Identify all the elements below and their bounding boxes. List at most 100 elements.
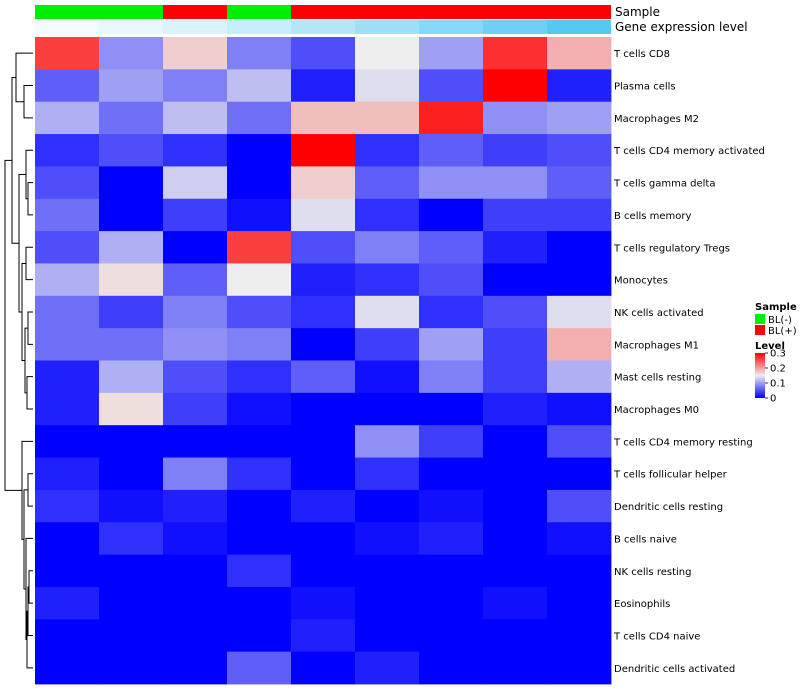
heatmap-cell bbox=[291, 101, 356, 135]
row-label: T cells CD4 memory resting bbox=[613, 437, 753, 448]
heatmap-cell bbox=[163, 295, 228, 329]
heatmap-cell bbox=[227, 263, 292, 297]
heatmap-cell bbox=[227, 522, 292, 555]
sample-annotation-cell bbox=[35, 5, 99, 19]
heatmap-cell bbox=[483, 457, 548, 491]
heatmap-cell bbox=[355, 37, 420, 70]
expression-annotation-cell bbox=[227, 20, 291, 34]
heatmap-cell bbox=[547, 328, 612, 361]
heatmap-cell bbox=[547, 37, 612, 70]
heatmap-cell bbox=[355, 651, 420, 685]
heatmap-cell bbox=[483, 392, 548, 426]
row-label: Macrophages M2 bbox=[614, 114, 699, 125]
heatmap-cell bbox=[163, 198, 228, 232]
heatmap-cell bbox=[419, 619, 484, 653]
legend-tick-label: 0.3 bbox=[770, 349, 786, 360]
heatmap-cell bbox=[483, 554, 548, 588]
row-label: T cells CD4 memory activated bbox=[613, 146, 765, 157]
heatmap-cell bbox=[35, 134, 100, 167]
heatmap-cell bbox=[291, 457, 356, 491]
heatmap-cell bbox=[419, 489, 484, 523]
heatmap-cell bbox=[163, 489, 228, 523]
heatmap-cell bbox=[291, 263, 356, 297]
heatmap-cell bbox=[227, 295, 292, 329]
heatmap-cell bbox=[355, 457, 420, 491]
heatmap-cell bbox=[547, 231, 612, 264]
heatmap-cell bbox=[35, 489, 100, 523]
heatmap-cell bbox=[99, 522, 164, 555]
heatmap-cell bbox=[355, 198, 420, 232]
row-label: B cells memory bbox=[614, 211, 691, 222]
heatmap-cell bbox=[35, 457, 100, 491]
heatmap-cell bbox=[99, 198, 164, 232]
heatmap-cell bbox=[99, 360, 164, 394]
heatmap-cell bbox=[547, 489, 612, 523]
row-labels: T cells CD8 Plasma cells Macrophages M2 T c… bbox=[613, 49, 765, 675]
heatmap-cell bbox=[227, 328, 292, 361]
heatmap-cell bbox=[227, 619, 292, 653]
heatmap-cell bbox=[355, 619, 420, 653]
heatmap-cell bbox=[99, 554, 164, 588]
heatmap-cell bbox=[483, 231, 548, 264]
row-label: Dendritic cells resting bbox=[614, 502, 723, 513]
heatmap-cell bbox=[99, 295, 164, 329]
heatmap-cell bbox=[483, 69, 548, 103]
sample-track-label: Sample bbox=[615, 5, 660, 19]
legend-tick-label: 0.2 bbox=[770, 364, 786, 375]
heatmap-cell bbox=[291, 554, 356, 588]
heatmap-cell bbox=[483, 425, 548, 458]
heatmap-cell bbox=[227, 651, 292, 685]
heatmap-cell bbox=[99, 166, 164, 200]
expression-track-label: Gene expression level bbox=[615, 20, 748, 34]
heatmap-cell bbox=[35, 198, 100, 232]
heatmap-cell bbox=[99, 457, 164, 491]
heatmap-cell bbox=[419, 69, 484, 103]
row-label: Plasma cells bbox=[614, 82, 676, 93]
row-label: T cells CD4 naive bbox=[613, 631, 700, 642]
heatmap-cell bbox=[291, 360, 356, 394]
heatmap-cell bbox=[547, 586, 612, 620]
heatmap-cell bbox=[547, 554, 612, 588]
expression-annotation-cell bbox=[163, 20, 227, 34]
sample-annotation-cell bbox=[99, 5, 163, 19]
heatmap-cell bbox=[419, 392, 484, 426]
sample-annotation-cell bbox=[483, 5, 547, 19]
expression-annotation-cell bbox=[35, 20, 99, 34]
sample-annotation-cell bbox=[547, 5, 611, 19]
heatmap-cell bbox=[483, 328, 548, 361]
heatmap-cell bbox=[291, 522, 356, 555]
heatmap-cell bbox=[99, 134, 164, 167]
heatmap-cell bbox=[547, 457, 612, 491]
heatmap-cell bbox=[227, 586, 292, 620]
heatmap-cell bbox=[163, 586, 228, 620]
heatmap-cell bbox=[35, 651, 100, 685]
heatmap-cell bbox=[355, 522, 420, 555]
heatmap-cell bbox=[99, 328, 164, 361]
heatmap-cell bbox=[227, 37, 292, 70]
expression-annotation-cell bbox=[291, 20, 355, 34]
heatmap-cell bbox=[291, 166, 356, 200]
heatmap-cell bbox=[419, 425, 484, 458]
heatmap-cell bbox=[163, 392, 228, 426]
heatmap-cell bbox=[227, 554, 292, 588]
heatmap-cell bbox=[227, 392, 292, 426]
heatmap-cell bbox=[163, 166, 228, 200]
row-label: NK cells activated bbox=[614, 308, 704, 319]
heatmap-cell bbox=[291, 489, 356, 523]
heatmap-cell bbox=[419, 328, 484, 361]
heatmap-cell bbox=[227, 134, 292, 167]
heatmap-cell bbox=[419, 101, 484, 135]
heatmap-cell bbox=[35, 392, 100, 426]
legend-colorbar bbox=[755, 353, 765, 398]
heatmap-cell bbox=[419, 457, 484, 491]
legend-sample-title: Sample bbox=[755, 302, 797, 313]
heatmap-cell bbox=[99, 619, 164, 653]
heatmap-cell bbox=[355, 295, 420, 329]
heatmap-cell bbox=[35, 586, 100, 620]
sample-annotation-cell bbox=[291, 5, 355, 19]
heatmap-cell bbox=[35, 554, 100, 588]
legend-sample-label: BL(+) bbox=[768, 326, 797, 337]
